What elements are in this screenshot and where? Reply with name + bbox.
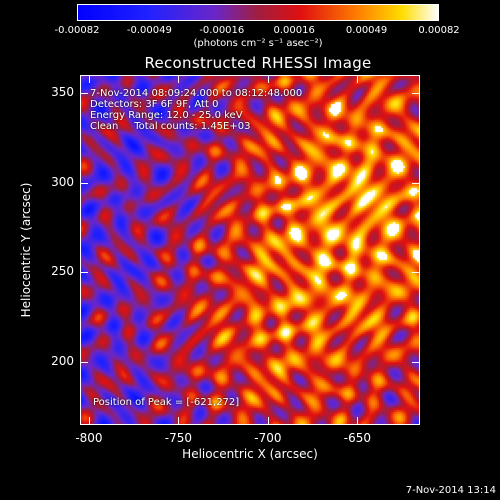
colorbar-tick-label: 0.00082 xyxy=(418,25,460,36)
colorbar-gradient xyxy=(78,5,438,20)
info-line-clean: Clean Total counts: 1.45E+03 xyxy=(90,121,251,132)
x-axis-tick xyxy=(178,75,180,83)
plot-title: Reconstructed RHESSI Image xyxy=(144,54,372,72)
y-axis-tick-label: 250 xyxy=(51,264,74,279)
colorbar-tick-label: -0.00016 xyxy=(199,25,245,36)
footer-timestamp: 7-Nov-2014 13:14 xyxy=(405,485,496,496)
x-axis-tick xyxy=(88,417,90,425)
x-axis-tick xyxy=(88,75,90,83)
heatmap-image xyxy=(81,76,419,424)
info-line-time: 7-Nov-2014 08:09:24.000 to 08:12:48.000 xyxy=(90,88,303,99)
y-axis-tick-label: 350 xyxy=(51,84,74,99)
x-axis-tick xyxy=(267,75,269,83)
y-axis-label: Heliocentric Y (arcsec) xyxy=(19,182,33,318)
x-axis-tick xyxy=(357,75,359,83)
x-axis-tick-label: -750 xyxy=(164,431,193,445)
colorbar-tick-label: -0.00082 xyxy=(54,25,100,36)
info-line-detectors: Detectors: 3F 6F 9F, Att 0 xyxy=(90,99,219,110)
y-axis-tick xyxy=(80,92,88,94)
x-axis-tick-label: -650 xyxy=(343,431,371,445)
colorbar-tick-label: -0.00049 xyxy=(126,25,172,36)
x-axis-tick xyxy=(267,417,269,425)
y-axis-tick xyxy=(412,92,420,94)
x-axis-tick-label: -800 xyxy=(75,431,103,445)
image-plot: 7-Nov-2014 08:09:24.000 to 08:12:48.000 … xyxy=(80,75,420,425)
colorbar-units-label: (photons cm⁻² s⁻¹ asec⁻²) xyxy=(193,38,323,49)
y-axis-tick xyxy=(412,182,420,184)
x-axis-tick xyxy=(357,417,359,425)
x-axis-tick xyxy=(178,417,180,425)
x-axis-tick-label: -700 xyxy=(254,431,282,445)
y-axis-tick xyxy=(80,182,88,184)
y-axis-tick xyxy=(412,272,420,274)
info-line-energy: Energy Range: 12.0 - 25.0 keV xyxy=(90,110,243,121)
y-axis-tick-label: 300 xyxy=(51,174,74,189)
y-axis-tick xyxy=(412,362,420,364)
y-axis-tick xyxy=(80,272,88,274)
peak-position-label: Position of Peak = [-621,272] xyxy=(93,397,240,408)
colorbar-tick-label: 0.00049 xyxy=(345,25,388,36)
colorbar-tick-label: 0.00016 xyxy=(273,25,315,36)
colorbar xyxy=(77,4,439,21)
x-axis-label: Heliocentric X (arcsec) xyxy=(182,447,318,461)
y-axis-tick-label: 200 xyxy=(51,354,74,369)
y-axis-tick xyxy=(80,362,88,364)
